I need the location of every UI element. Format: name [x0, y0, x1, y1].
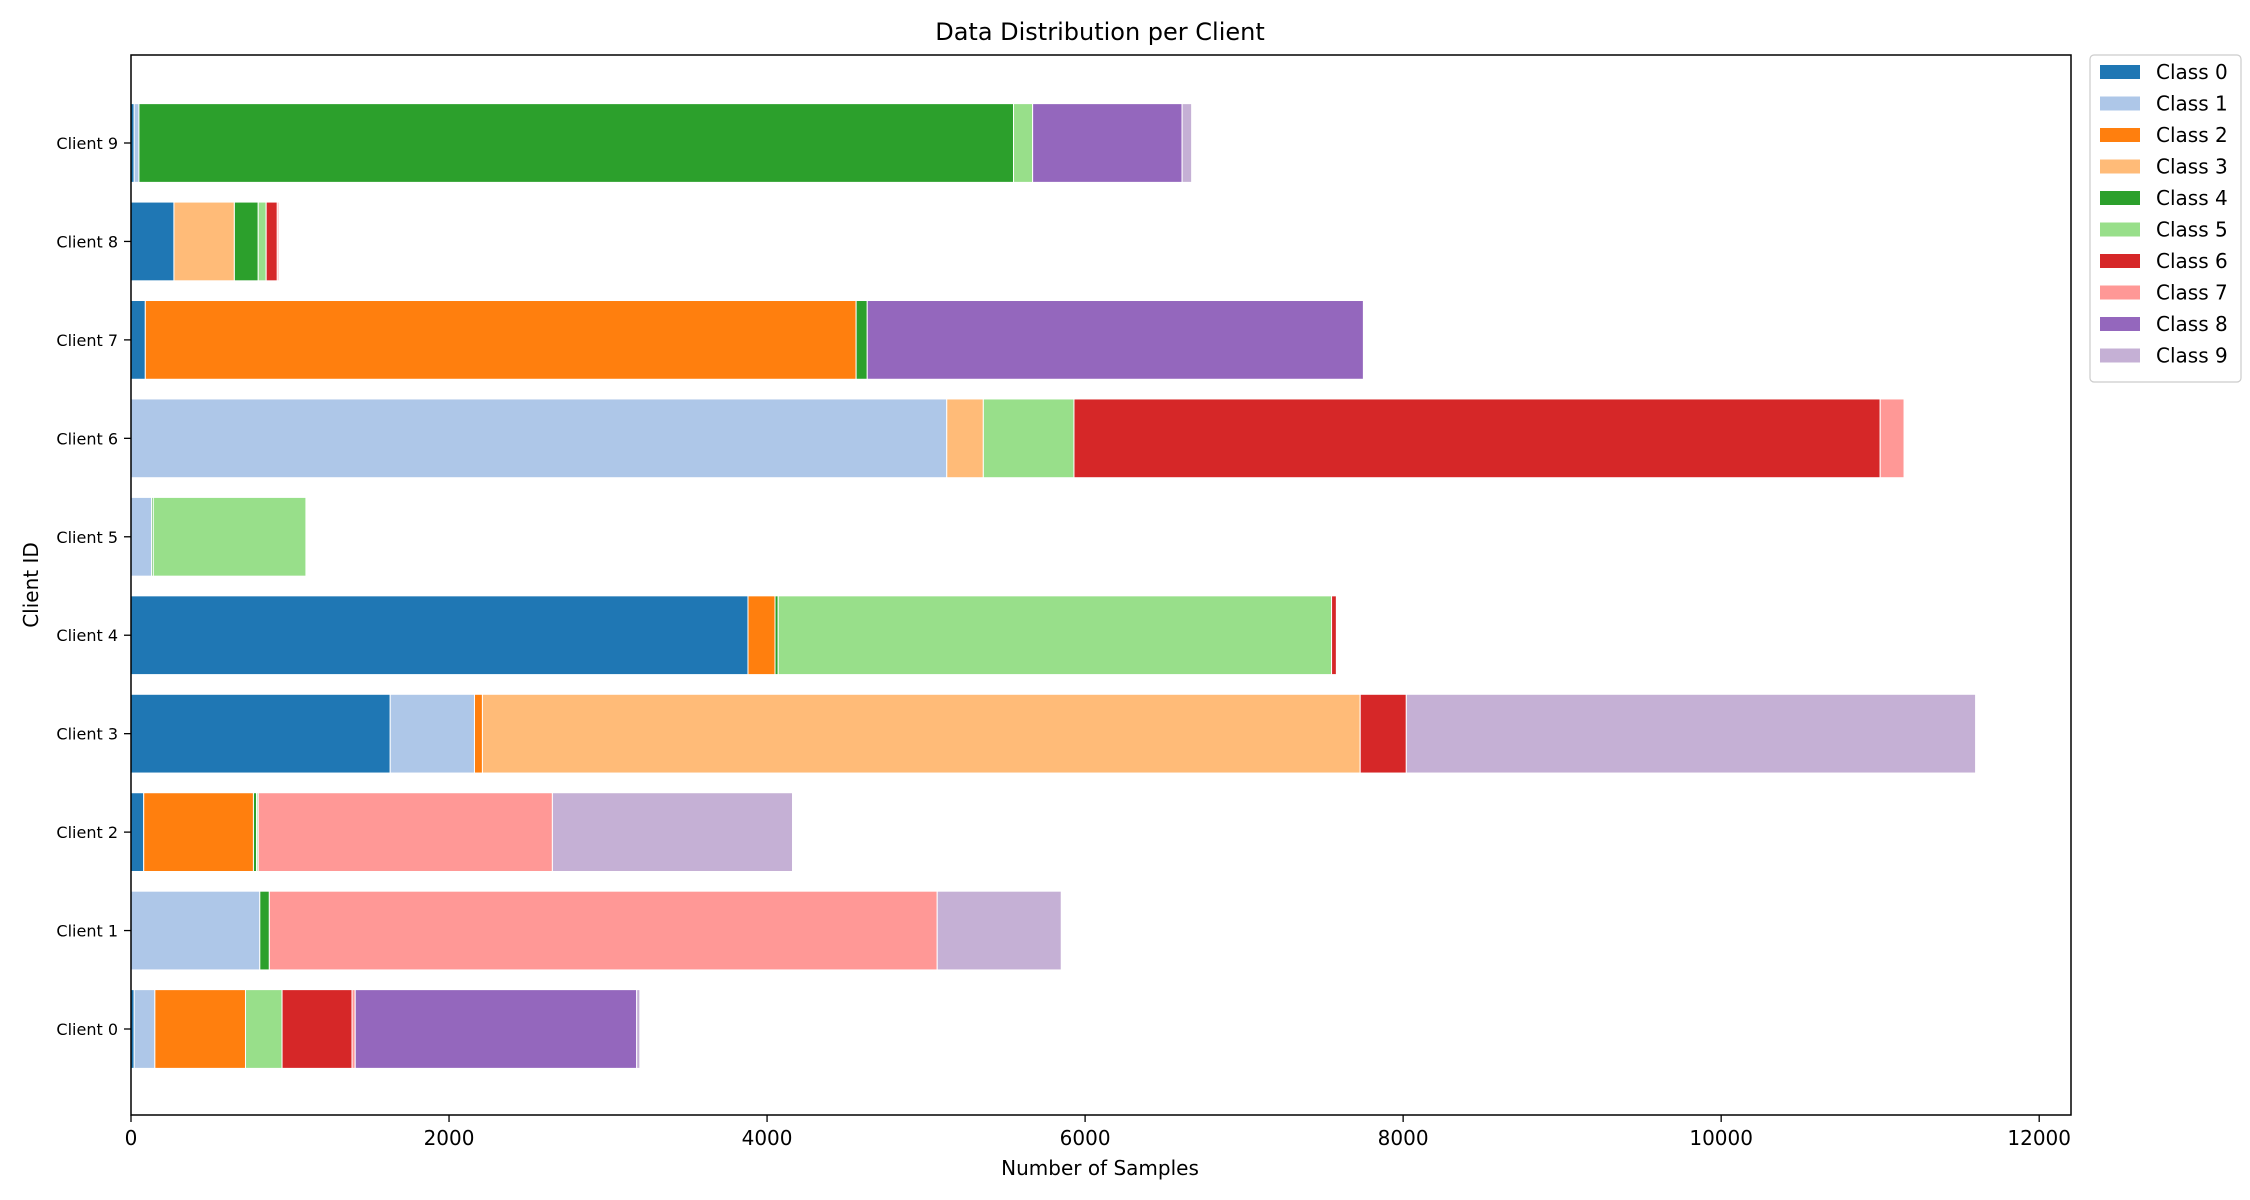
bar-segment — [276, 201, 280, 282]
x-tick-label: 6000 — [1060, 1126, 1111, 1150]
legend-label: Class 7 — [2156, 281, 2228, 305]
bar-segment — [233, 201, 259, 282]
bar-segment — [144, 300, 857, 380]
bar-segment — [244, 989, 283, 1069]
legend-swatch — [2100, 96, 2140, 111]
legend-swatch — [2100, 317, 2140, 331]
bar-segment — [636, 989, 641, 1069]
bar-segment — [133, 989, 156, 1069]
chart-title: Data Distribution per Client — [935, 18, 1265, 46]
bar-segment — [551, 792, 794, 872]
bar-segment — [866, 300, 1364, 380]
axes-layer: 0 2000 4000 6000 8000 10000 12000 Client 0 Clien… — [56, 54, 2072, 1150]
legend-swatch — [2100, 159, 2140, 174]
x-axis-label: Number of Samples — [1001, 1156, 1199, 1180]
y-tick-label: Client 4 — [56, 626, 118, 645]
bar-segment — [173, 201, 235, 282]
x-tick-label: 10000 — [1689, 1126, 1753, 1150]
bar-segment — [268, 890, 938, 971]
x-tick-label: 4000 — [742, 1126, 793, 1150]
x-tick-label: 8000 — [1378, 1126, 1429, 1150]
bar-segment — [265, 201, 278, 282]
legend-label: Class 2 — [2156, 123, 2228, 147]
bar-segment — [481, 693, 1361, 774]
bar-segment — [257, 201, 267, 282]
bar-segment — [936, 890, 1062, 971]
legend-swatch — [2100, 191, 2140, 205]
legend-label: Class 4 — [2156, 186, 2228, 210]
bars-layer — [130, 103, 1977, 1069]
y-tick-label: Client 8 — [56, 232, 118, 251]
bar-segment — [154, 989, 246, 1069]
bar-segment — [130, 398, 948, 479]
bar-segment — [130, 595, 749, 676]
y-axis-label: Client ID — [19, 542, 43, 628]
bar-segment — [130, 792, 145, 872]
y-tick-label: Client 3 — [56, 725, 118, 744]
legend-label: Class 5 — [2156, 218, 2228, 242]
bar-segment — [133, 103, 140, 183]
legend-swatch — [2100, 348, 2140, 363]
legend-swatch — [2100, 65, 2140, 79]
bar-segment — [152, 496, 307, 577]
bar-segment — [130, 300, 146, 380]
bar-segment — [1879, 398, 1905, 479]
bar-segment — [257, 792, 553, 872]
legend-label: Class 1 — [2156, 92, 2228, 116]
y-tick-label: Client 9 — [56, 134, 118, 153]
bar-segment — [1331, 595, 1337, 676]
bar-segment — [1181, 103, 1193, 183]
bar-segment — [747, 595, 776, 676]
y-tick-label: Client 0 — [56, 1020, 118, 1039]
bar-segment — [855, 300, 868, 380]
legend-swatch — [2100, 254, 2140, 268]
bar-segment — [946, 398, 984, 479]
bar-segment — [982, 398, 1075, 479]
legend-label: Class 3 — [2156, 155, 2228, 179]
legend-swatch — [2100, 222, 2140, 237]
y-tick-label: Client 1 — [56, 922, 118, 941]
bar-segment — [281, 989, 353, 1069]
legend-label: Class 0 — [2156, 60, 2228, 84]
y-tick-label: Client 7 — [56, 331, 118, 350]
bar-segment — [354, 989, 638, 1069]
x-tick-label: 0 — [125, 1126, 138, 1150]
bar-segment — [143, 792, 254, 872]
x-tick-label: 12000 — [2007, 1126, 2071, 1150]
y-tick-label: Client 5 — [56, 528, 118, 547]
bar-segment — [1013, 103, 1034, 183]
legend-swatch — [2100, 285, 2140, 300]
legend: Class 0 Class 1 Class 2 Class 3 Class 4 Class… — [2089, 54, 2242, 383]
legend-label: Class 8 — [2156, 312, 2228, 336]
bar-segment — [130, 693, 391, 774]
bar-segment — [473, 693, 483, 774]
x-tick-label: 2000 — [424, 1126, 475, 1150]
bar-segment — [130, 496, 153, 577]
bar-segment — [138, 103, 1015, 183]
bar-segment — [130, 201, 175, 282]
bar-segment — [259, 890, 270, 971]
legend-label: Class 6 — [2156, 249, 2228, 273]
bar-segment — [777, 595, 1333, 676]
bar-segment — [130, 890, 261, 971]
y-tick-label: Client 2 — [56, 823, 118, 842]
bar-segment — [1405, 693, 1977, 774]
bar-segment — [1032, 103, 1183, 183]
bar-segment — [389, 693, 475, 774]
y-tick-label: Client 6 — [56, 429, 118, 448]
legend-label: Class 9 — [2156, 344, 2228, 368]
bar-segment — [1073, 398, 1881, 479]
legend-swatch — [2100, 128, 2140, 142]
bar-segment — [1359, 693, 1407, 774]
plot-frame — [130, 54, 2072, 1116]
